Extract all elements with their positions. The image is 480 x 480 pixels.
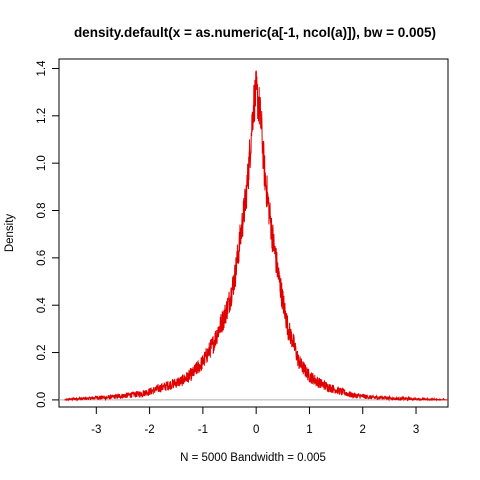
x-axis-label: N = 5000 Bandwidth = 0.005	[180, 452, 326, 464]
y-tick-label: 1.2	[36, 108, 48, 124]
x-tick-label: -1	[198, 424, 208, 436]
y-tick-label: 0.0	[36, 392, 48, 408]
y-tick-label: 0.8	[36, 203, 48, 219]
y-axis-label: Density	[4, 214, 16, 253]
x-tick-label: 1	[306, 424, 312, 436]
y-tick-label: 0.6	[36, 250, 48, 266]
x-tick-label: 3	[413, 424, 419, 436]
x-tick-label: -3	[91, 424, 101, 436]
chart-title: density.default(x = as.numeric(a[-1, nco…	[74, 25, 436, 40]
y-tick-label: 0.2	[36, 345, 48, 361]
density-curve	[64, 70, 449, 402]
x-tick-label: 0	[253, 424, 259, 436]
x-tick-label: -2	[144, 424, 154, 436]
plot-frame	[58, 58, 449, 408]
x-tick-label: 2	[360, 424, 366, 436]
y-axis: 0.0 0.2 0.4 0.6 0.8 1.0 1.2 1.4	[36, 60, 59, 408]
y-tick-label: 1.0	[36, 155, 48, 171]
y-tick-label: 0.4	[36, 297, 48, 314]
y-tick-label: 1.4	[36, 60, 48, 77]
x-axis: -3 -2 -1 0 1 2 3	[91, 407, 419, 436]
